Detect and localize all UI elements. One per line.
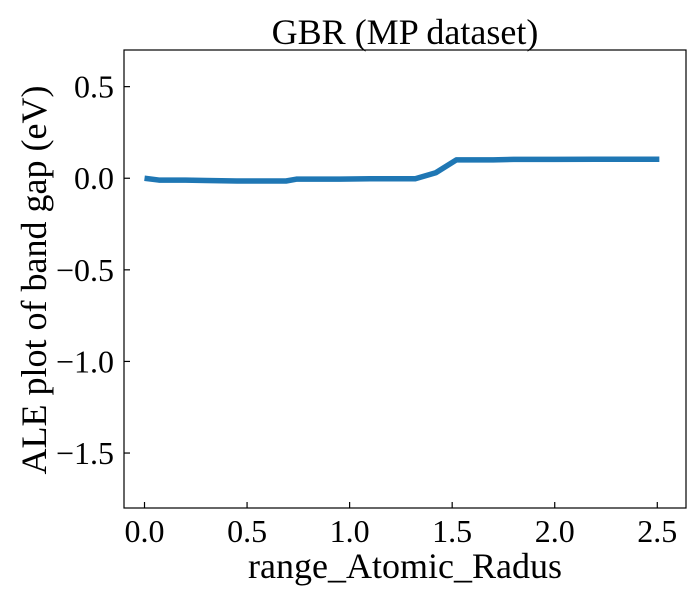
y-tick-label: 0.0 bbox=[74, 160, 114, 196]
x-tick-label: 0.0 bbox=[125, 513, 165, 549]
y-tick-label: −0.5 bbox=[56, 252, 114, 288]
y-axis-ticks: 0.5 0.0 −0.5 −1.0 −1.5 bbox=[56, 69, 130, 471]
x-tick-label: 1.0 bbox=[330, 513, 370, 549]
plot-area bbox=[123, 49, 687, 509]
chart-title: GBR (MP dataset) bbox=[272, 12, 539, 52]
series-line bbox=[144, 156, 660, 184]
x-tick-label: 1.5 bbox=[432, 513, 472, 549]
x-tick-label: 2.0 bbox=[535, 513, 575, 549]
series-layer bbox=[144, 156, 660, 184]
plot-frame bbox=[123, 49, 687, 509]
x-tick-label: 2.5 bbox=[637, 513, 677, 549]
y-tick-label: −1.0 bbox=[56, 343, 114, 379]
y-tick-label: −1.5 bbox=[56, 435, 114, 471]
x-axis-ticks: 0.0 0.5 1.0 1.5 2.0 2.5 bbox=[125, 502, 677, 549]
x-tick-label: 0.5 bbox=[227, 513, 267, 549]
y-axis-label: ALE plot of band gap (eV) bbox=[14, 86, 54, 475]
x-axis-label: range_Atomic_Radus bbox=[248, 546, 562, 586]
y-tick-label: 0.5 bbox=[74, 69, 114, 105]
